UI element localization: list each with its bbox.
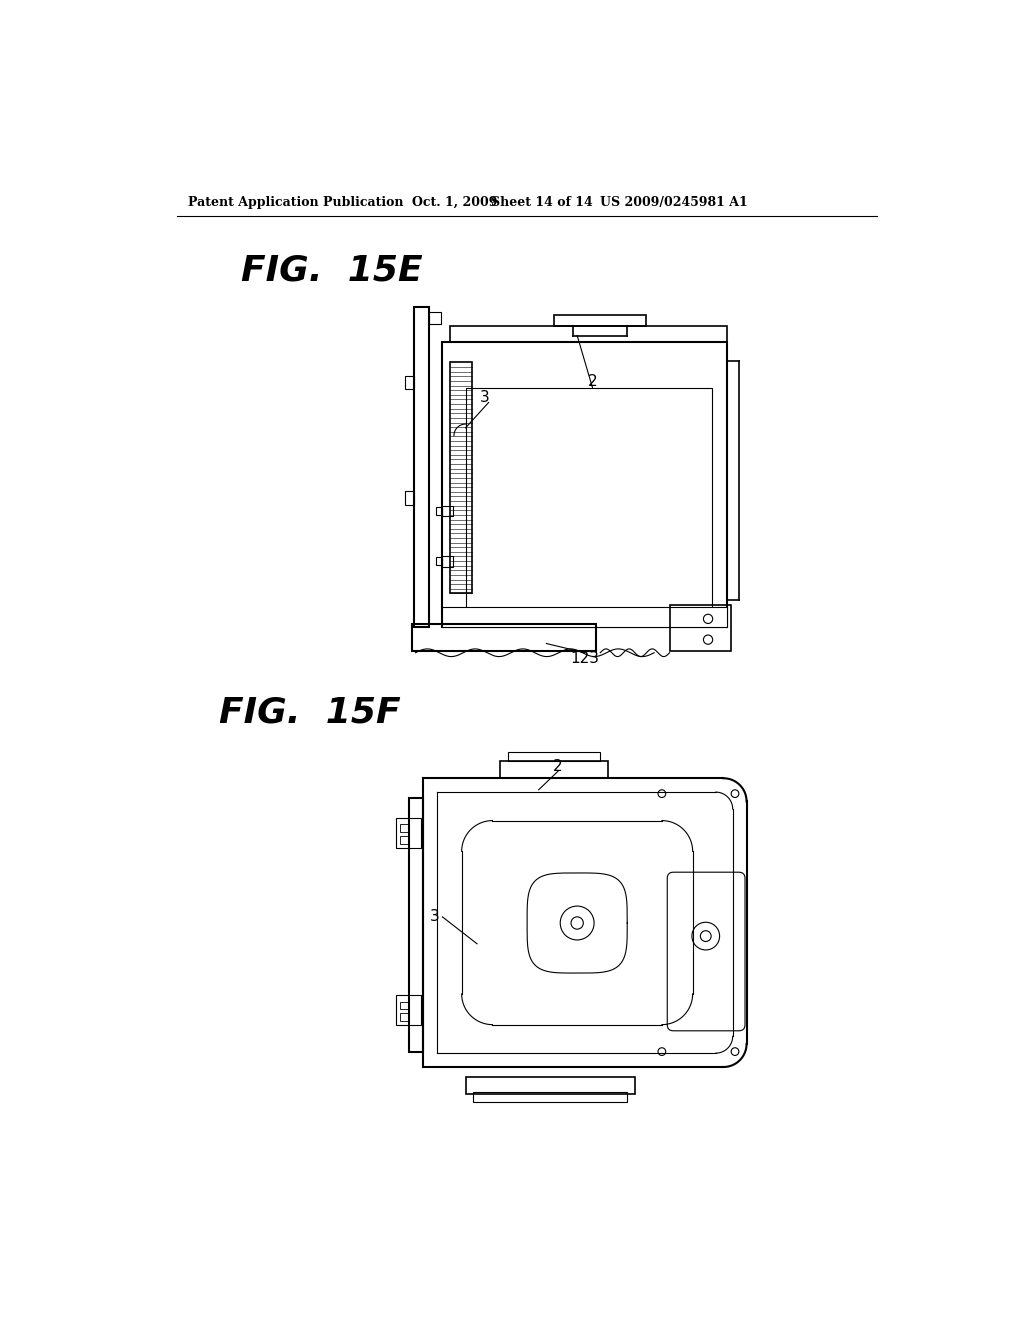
Bar xyxy=(414,308,429,627)
Text: 3: 3 xyxy=(430,909,439,924)
Text: 2: 2 xyxy=(588,374,597,389)
Text: Oct. 1, 2009: Oct. 1, 2009 xyxy=(412,195,497,209)
Bar xyxy=(466,1077,635,1094)
Bar xyxy=(429,313,441,323)
Bar xyxy=(466,388,712,611)
Bar xyxy=(442,607,727,627)
Bar xyxy=(508,752,600,762)
Text: US 2009/0245981 A1: US 2009/0245981 A1 xyxy=(600,195,748,209)
Bar xyxy=(451,326,727,342)
Bar xyxy=(500,762,608,779)
Bar xyxy=(400,1014,408,1020)
Bar xyxy=(404,491,414,506)
Bar xyxy=(396,995,421,1024)
Bar xyxy=(436,507,442,515)
Bar xyxy=(670,605,731,651)
Text: Patent Application Publication: Patent Application Publication xyxy=(188,195,403,209)
Bar xyxy=(554,314,646,326)
Text: FIG.  15F: FIG. 15F xyxy=(219,696,400,730)
Bar xyxy=(442,506,454,516)
Bar xyxy=(404,376,414,389)
Bar xyxy=(436,557,442,565)
Bar xyxy=(400,836,408,843)
Text: FIG.  15E: FIG. 15E xyxy=(241,253,422,286)
Bar xyxy=(396,818,421,847)
Text: 3: 3 xyxy=(480,389,489,405)
Text: 2: 2 xyxy=(553,759,563,775)
Bar xyxy=(400,825,408,832)
Bar xyxy=(442,556,454,566)
Bar xyxy=(400,1002,408,1010)
Text: 123: 123 xyxy=(570,651,599,667)
Bar xyxy=(410,797,423,1052)
Bar xyxy=(451,363,472,594)
Bar xyxy=(412,624,596,651)
Text: Sheet 14 of 14: Sheet 14 of 14 xyxy=(490,195,593,209)
Bar xyxy=(473,1093,628,1102)
Bar xyxy=(442,342,727,627)
